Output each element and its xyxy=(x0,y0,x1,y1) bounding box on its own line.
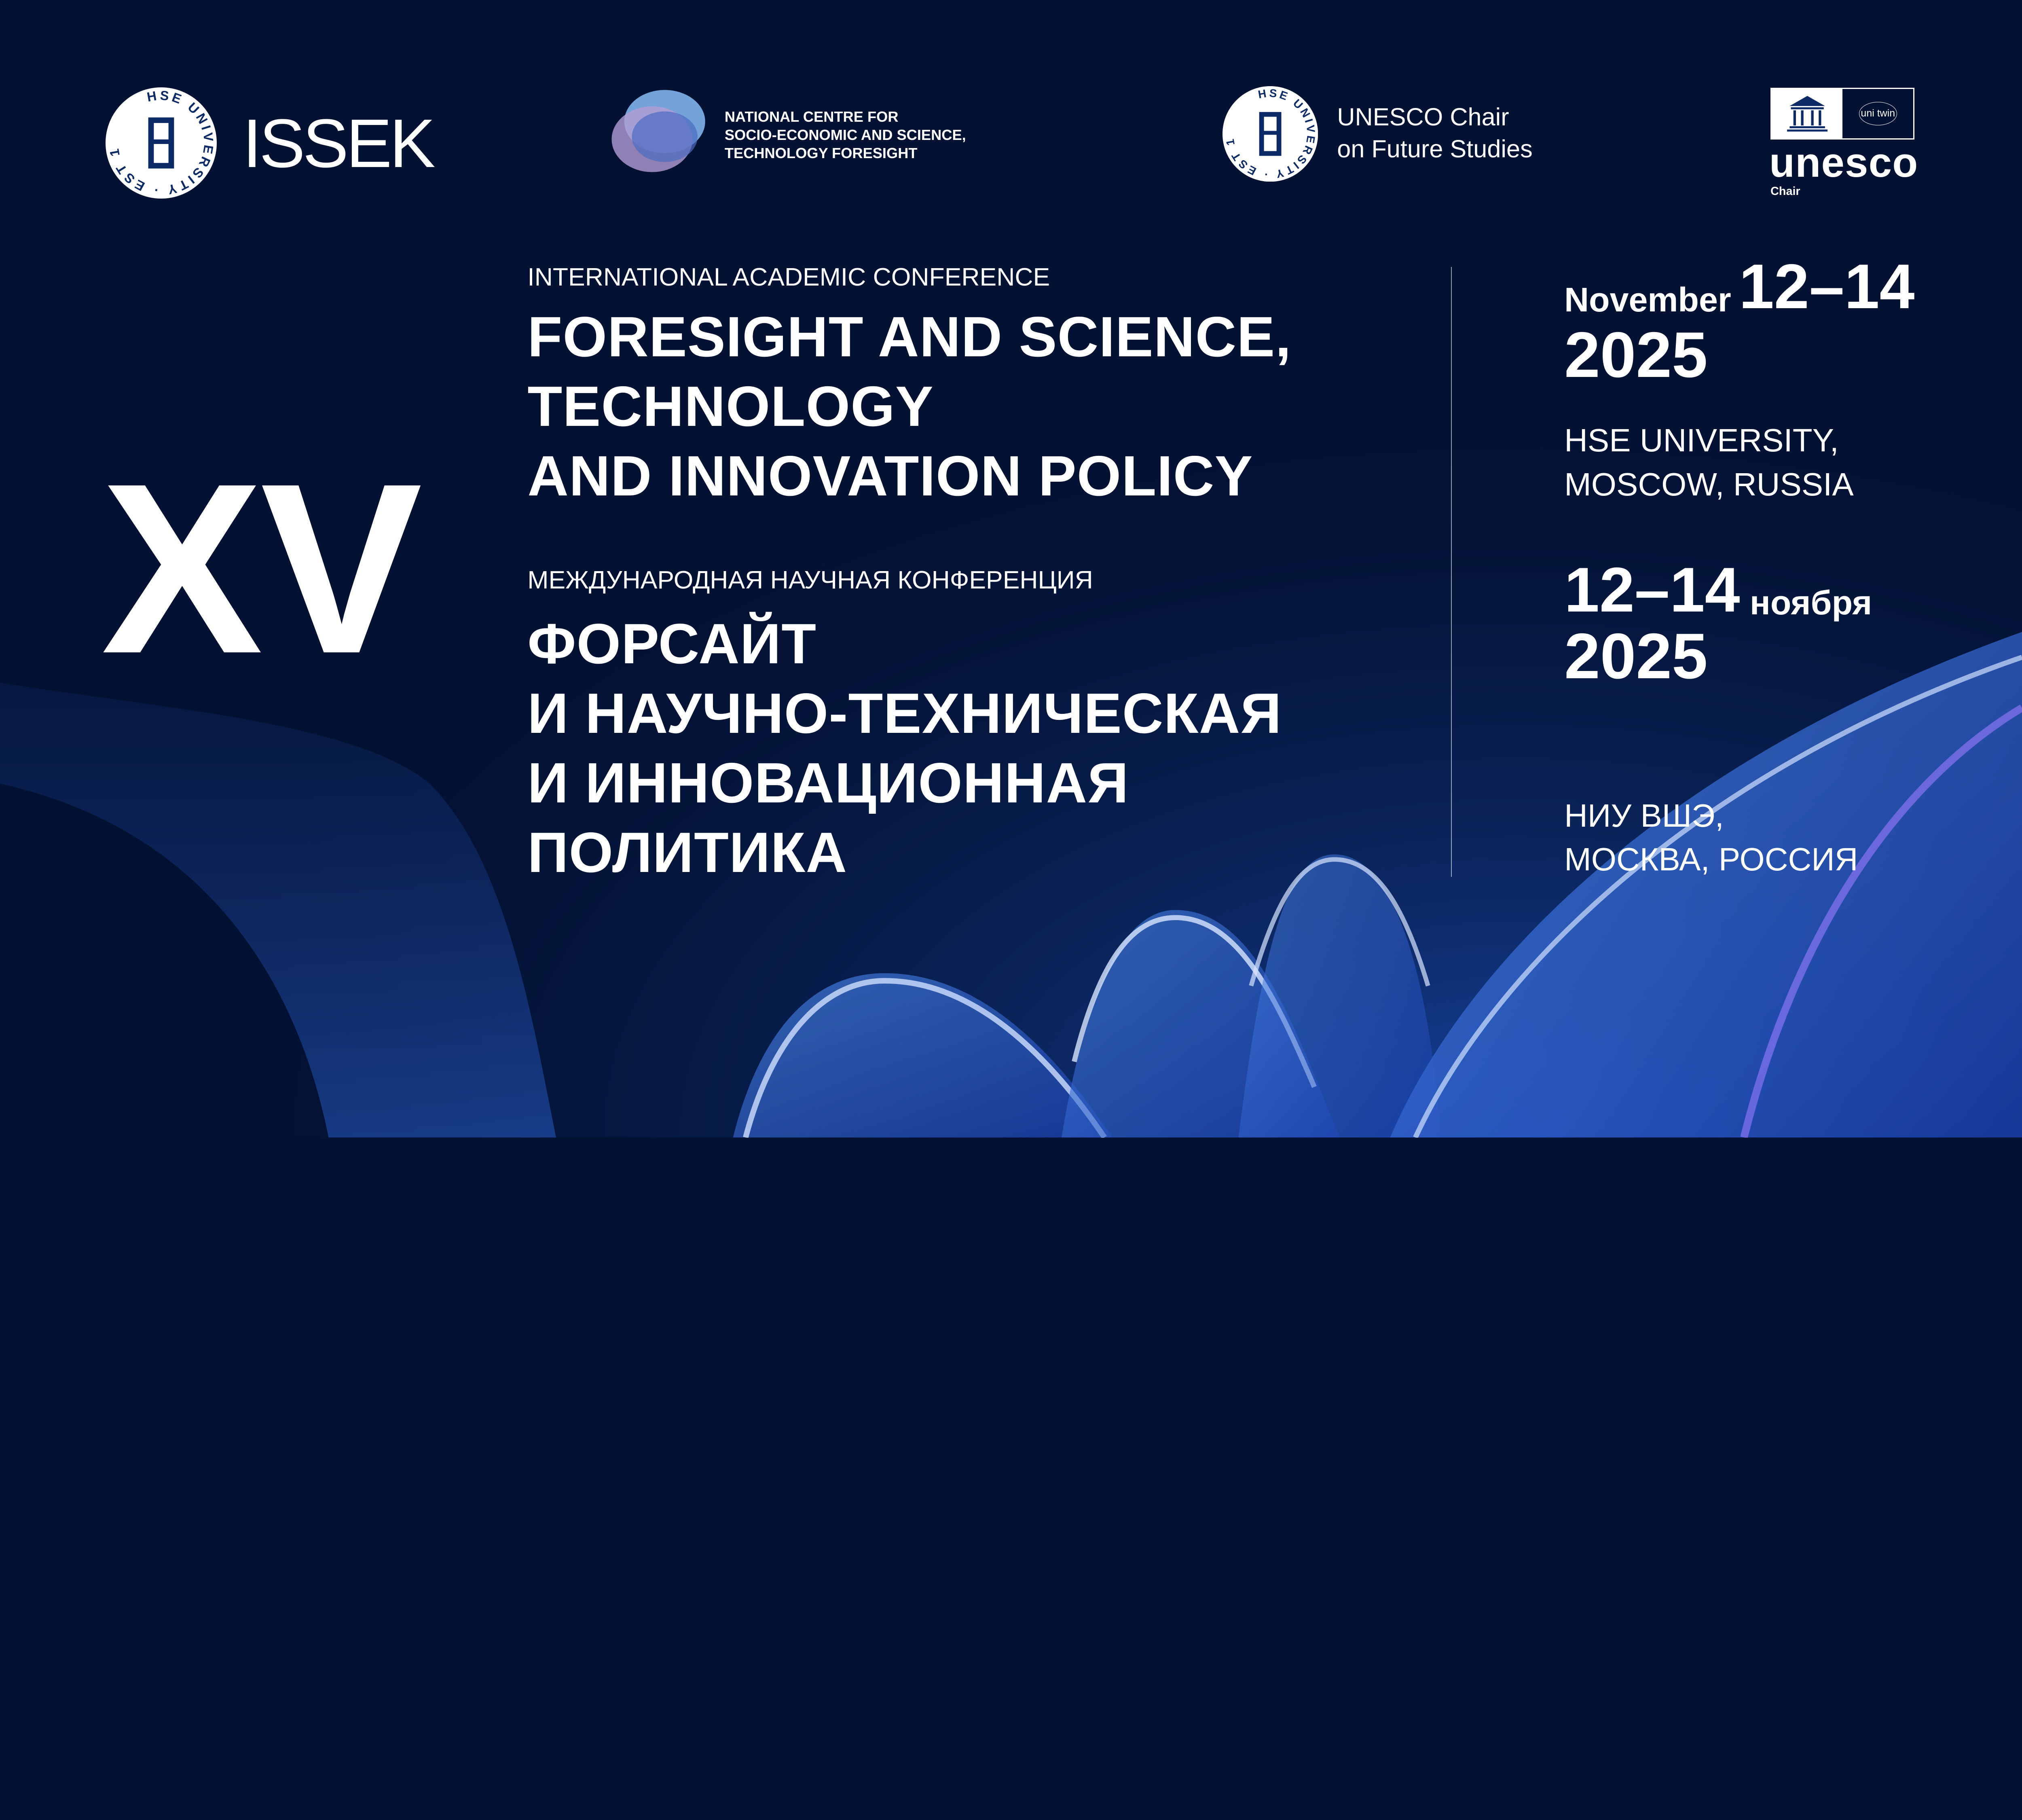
date-en-year: 2025 xyxy=(1564,318,1708,391)
unitwin-label: uni twin xyxy=(1859,102,1897,126)
ribbon-left xyxy=(0,682,556,1138)
unesco-temple-icon xyxy=(1772,89,1843,138)
date-ru-year: 2025 xyxy=(1564,620,1708,692)
venue-ru-line: МОСКВА, РОССИЯ xyxy=(1564,841,1858,877)
unesco-unitwin-logo: uni twin xyxy=(1770,87,1915,140)
background-ribbons xyxy=(0,0,2022,1138)
hse-university-seal-logo-2: HSE UNIVERSITY · EST 1992 · xyxy=(1222,86,1318,182)
ncf-line: NATIONAL CENTRE FOR xyxy=(724,108,899,125)
vertical-divider xyxy=(1451,267,1452,877)
english-title-line: TECHNOLOGY xyxy=(527,375,934,438)
russian-subtitle: МЕЖДУНАРОДНАЯ НАУЧНАЯ КОНФЕРЕНЦИЯ xyxy=(527,566,1093,595)
national-centre-logo-icon xyxy=(611,89,705,172)
russian-title-line: ПОЛИТИКА xyxy=(527,821,848,885)
ncf-line: SOCIO-ECONOMIC AND SCIENCE, xyxy=(724,126,966,143)
russian-title-line: И ИННОВАЦИОННАЯ xyxy=(527,751,1129,815)
unesco-chair-line: on Future Studies xyxy=(1337,135,1533,163)
ribbon-arch-1 xyxy=(733,973,1112,1138)
english-subtitle: INTERNATIONAL ACADEMIC CONFERENCE xyxy=(527,262,1050,291)
venue-ru-line: НИУ ВШЭ, xyxy=(1564,797,1724,834)
date-ru-days: 12–14 xyxy=(1564,555,1740,626)
date-en-days: 12–14 xyxy=(1739,252,1915,322)
english-title-line: FORESIGHT AND SCIENCE, xyxy=(527,305,1292,368)
english-title-line: AND INNOVATION POLICY xyxy=(527,444,1253,508)
ribbon-right xyxy=(1390,632,2022,1138)
venue-en-line: MOSCOW, RUSSIA xyxy=(1564,466,1854,502)
unesco-chair-future-studies: UNESCO Chair on Future Studies xyxy=(1337,101,1532,165)
russian-title-line: ФОРСАЙТ xyxy=(527,612,817,675)
national-centre-text: NATIONAL CENTRE FOR SOCIO-ECONOMIC AND S… xyxy=(725,108,966,162)
unesco-wordmark: unesco xyxy=(1769,139,1918,186)
ribbon-arch-3 xyxy=(1238,854,1441,1138)
date-en-month: November xyxy=(1564,280,1731,319)
venue-en-line: HSE UNIVERSITY, xyxy=(1564,422,1839,458)
edition-number: XV xyxy=(101,433,422,705)
unesco-chair-line: UNESCO Chair xyxy=(1337,103,1509,131)
unitwin-globe-icon: uni twin xyxy=(1842,89,1913,138)
unesco-chair-label: Chair xyxy=(1770,185,1800,198)
date-ru-month: ноября xyxy=(1749,584,1872,622)
russian-title-line: И НАУЧНО-ТЕХНИЧЕСКАЯ xyxy=(527,681,1282,745)
ncf-line: TECHNOLOGY FORESIGHT xyxy=(724,144,918,161)
issek-logo-text: ISSEK xyxy=(243,105,436,182)
hse-university-seal-logo: HSE UNIVERSITY · EST 1992 · xyxy=(106,87,217,199)
